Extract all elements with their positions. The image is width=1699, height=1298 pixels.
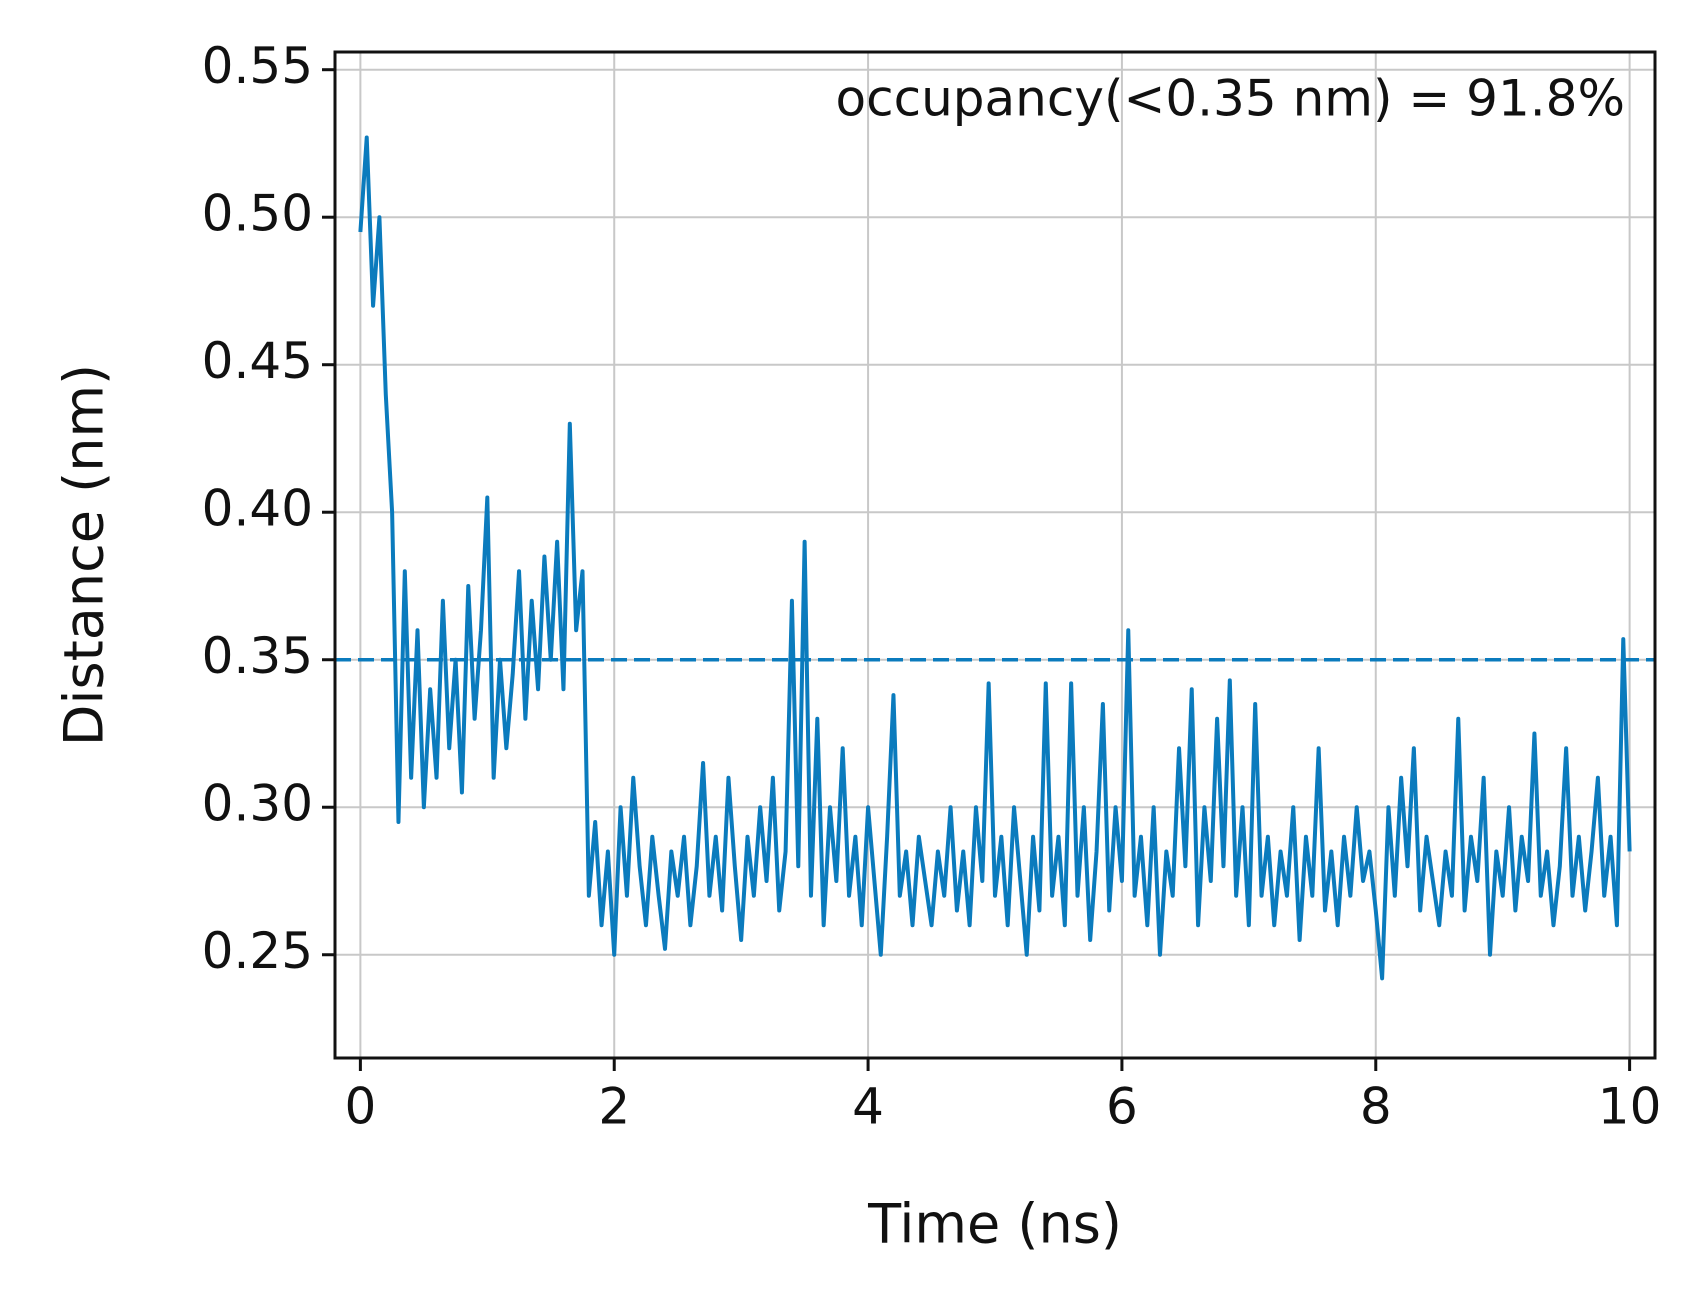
x-tick-label: 4: [852, 1078, 884, 1136]
y-tick-label: 0.25: [202, 922, 313, 980]
data-line: [358, 135, 1632, 981]
x-tick-label: 10: [1598, 1078, 1662, 1136]
annotation: occupancy(<0.35 nm) = 91.8%: [836, 70, 1625, 128]
x-tick-label: 0: [344, 1078, 376, 1136]
y-tick-label: 0.55: [202, 37, 313, 95]
x-tick-label: 2: [598, 1078, 630, 1136]
x-tick-label: 6: [1106, 1078, 1138, 1136]
y-tick-label: 0.35: [202, 627, 313, 685]
x-tick-label: 8: [1360, 1078, 1392, 1136]
y-axis-label: Distance (nm): [53, 364, 116, 746]
plot-frame: [333, 50, 1657, 1060]
x-axis-label: Time (ns): [867, 1193, 1122, 1256]
y-tick-label: 0.50: [202, 185, 313, 243]
y-tick-label: 0.40: [202, 480, 313, 538]
y-tick-label: 0.45: [202, 332, 313, 390]
y-tick-label: 0.30: [202, 775, 313, 833]
